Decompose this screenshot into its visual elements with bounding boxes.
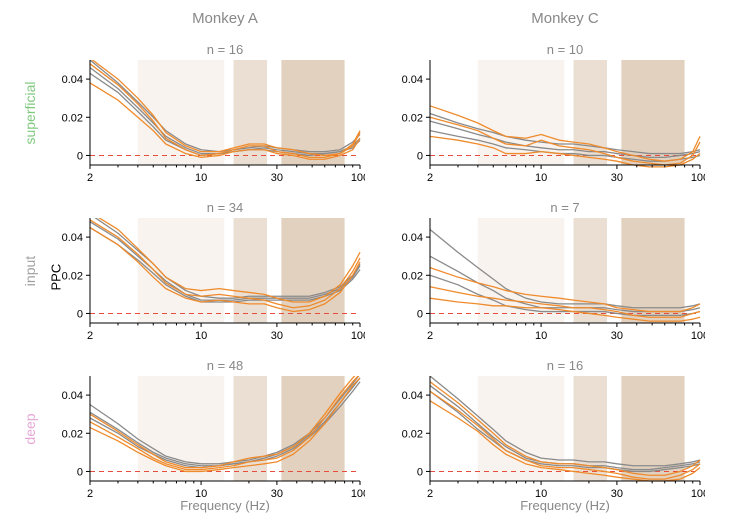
svg-text:2: 2 bbox=[87, 330, 93, 342]
n-label: n = 16 bbox=[90, 42, 360, 57]
svg-text:100: 100 bbox=[691, 488, 705, 500]
svg-text:0.04: 0.04 bbox=[402, 232, 423, 244]
svg-text:0: 0 bbox=[417, 150, 423, 162]
svg-text:2: 2 bbox=[87, 172, 93, 184]
svg-text:0.02: 0.02 bbox=[62, 428, 83, 440]
panel-2-1: n = 1600.020.0421030100 bbox=[430, 376, 700, 481]
panel-1-0: n = 3400.020.0421030100 bbox=[90, 218, 360, 323]
svg-text:100: 100 bbox=[691, 172, 705, 184]
svg-text:30: 30 bbox=[611, 330, 623, 342]
svg-text:30: 30 bbox=[611, 488, 623, 500]
row-label-input: input bbox=[22, 231, 38, 311]
svg-text:0.04: 0.04 bbox=[62, 390, 83, 402]
figure-root: Monkey A Monkey C superficial input deep… bbox=[0, 0, 732, 514]
svg-text:100: 100 bbox=[351, 488, 365, 500]
svg-text:30: 30 bbox=[271, 488, 283, 500]
n-label: n = 34 bbox=[90, 200, 360, 215]
svg-text:10: 10 bbox=[195, 172, 207, 184]
svg-text:0.04: 0.04 bbox=[402, 74, 423, 86]
col-title-c: Monkey C bbox=[430, 10, 700, 27]
n-label: n = 16 bbox=[430, 358, 700, 373]
svg-text:10: 10 bbox=[535, 488, 547, 500]
svg-text:100: 100 bbox=[351, 330, 365, 342]
svg-text:0: 0 bbox=[77, 150, 83, 162]
svg-text:10: 10 bbox=[535, 172, 547, 184]
row-label-superficial: superficial bbox=[22, 73, 38, 153]
svg-text:0.02: 0.02 bbox=[402, 428, 423, 440]
svg-text:10: 10 bbox=[195, 488, 207, 500]
svg-text:100: 100 bbox=[691, 330, 705, 342]
svg-text:30: 30 bbox=[271, 172, 283, 184]
n-label: n = 10 bbox=[430, 42, 700, 57]
row-label-deep: deep bbox=[22, 389, 38, 469]
svg-text:0.02: 0.02 bbox=[402, 270, 423, 282]
svg-text:0: 0 bbox=[417, 466, 423, 478]
panel-0-0: n = 1600.020.0421030100 bbox=[90, 60, 360, 165]
svg-text:2: 2 bbox=[427, 488, 433, 500]
svg-text:100: 100 bbox=[351, 172, 365, 184]
svg-text:10: 10 bbox=[535, 330, 547, 342]
col-title-a: Monkey A bbox=[90, 10, 360, 27]
panel-0-1: n = 1000.020.0421030100 bbox=[430, 60, 700, 165]
n-label: n = 7 bbox=[430, 200, 700, 215]
svg-text:0.02: 0.02 bbox=[62, 270, 83, 282]
svg-text:0.02: 0.02 bbox=[402, 112, 423, 124]
svg-text:0.04: 0.04 bbox=[402, 390, 423, 402]
svg-text:2: 2 bbox=[427, 172, 433, 184]
panel-1-1: n = 700.020.0421030100 bbox=[430, 218, 700, 323]
svg-text:0: 0 bbox=[77, 308, 83, 320]
n-label: n = 48 bbox=[90, 358, 360, 373]
svg-text:30: 30 bbox=[271, 330, 283, 342]
svg-text:30: 30 bbox=[611, 172, 623, 184]
svg-text:2: 2 bbox=[87, 488, 93, 500]
svg-text:0: 0 bbox=[417, 308, 423, 320]
panel-2-0: n = 4800.020.0421030100 bbox=[90, 376, 360, 481]
svg-text:0.04: 0.04 bbox=[62, 74, 83, 86]
svg-text:0.04: 0.04 bbox=[62, 232, 83, 244]
svg-text:0.02: 0.02 bbox=[62, 112, 83, 124]
svg-text:10: 10 bbox=[195, 330, 207, 342]
svg-text:0: 0 bbox=[77, 466, 83, 478]
svg-text:2: 2 bbox=[427, 330, 433, 342]
